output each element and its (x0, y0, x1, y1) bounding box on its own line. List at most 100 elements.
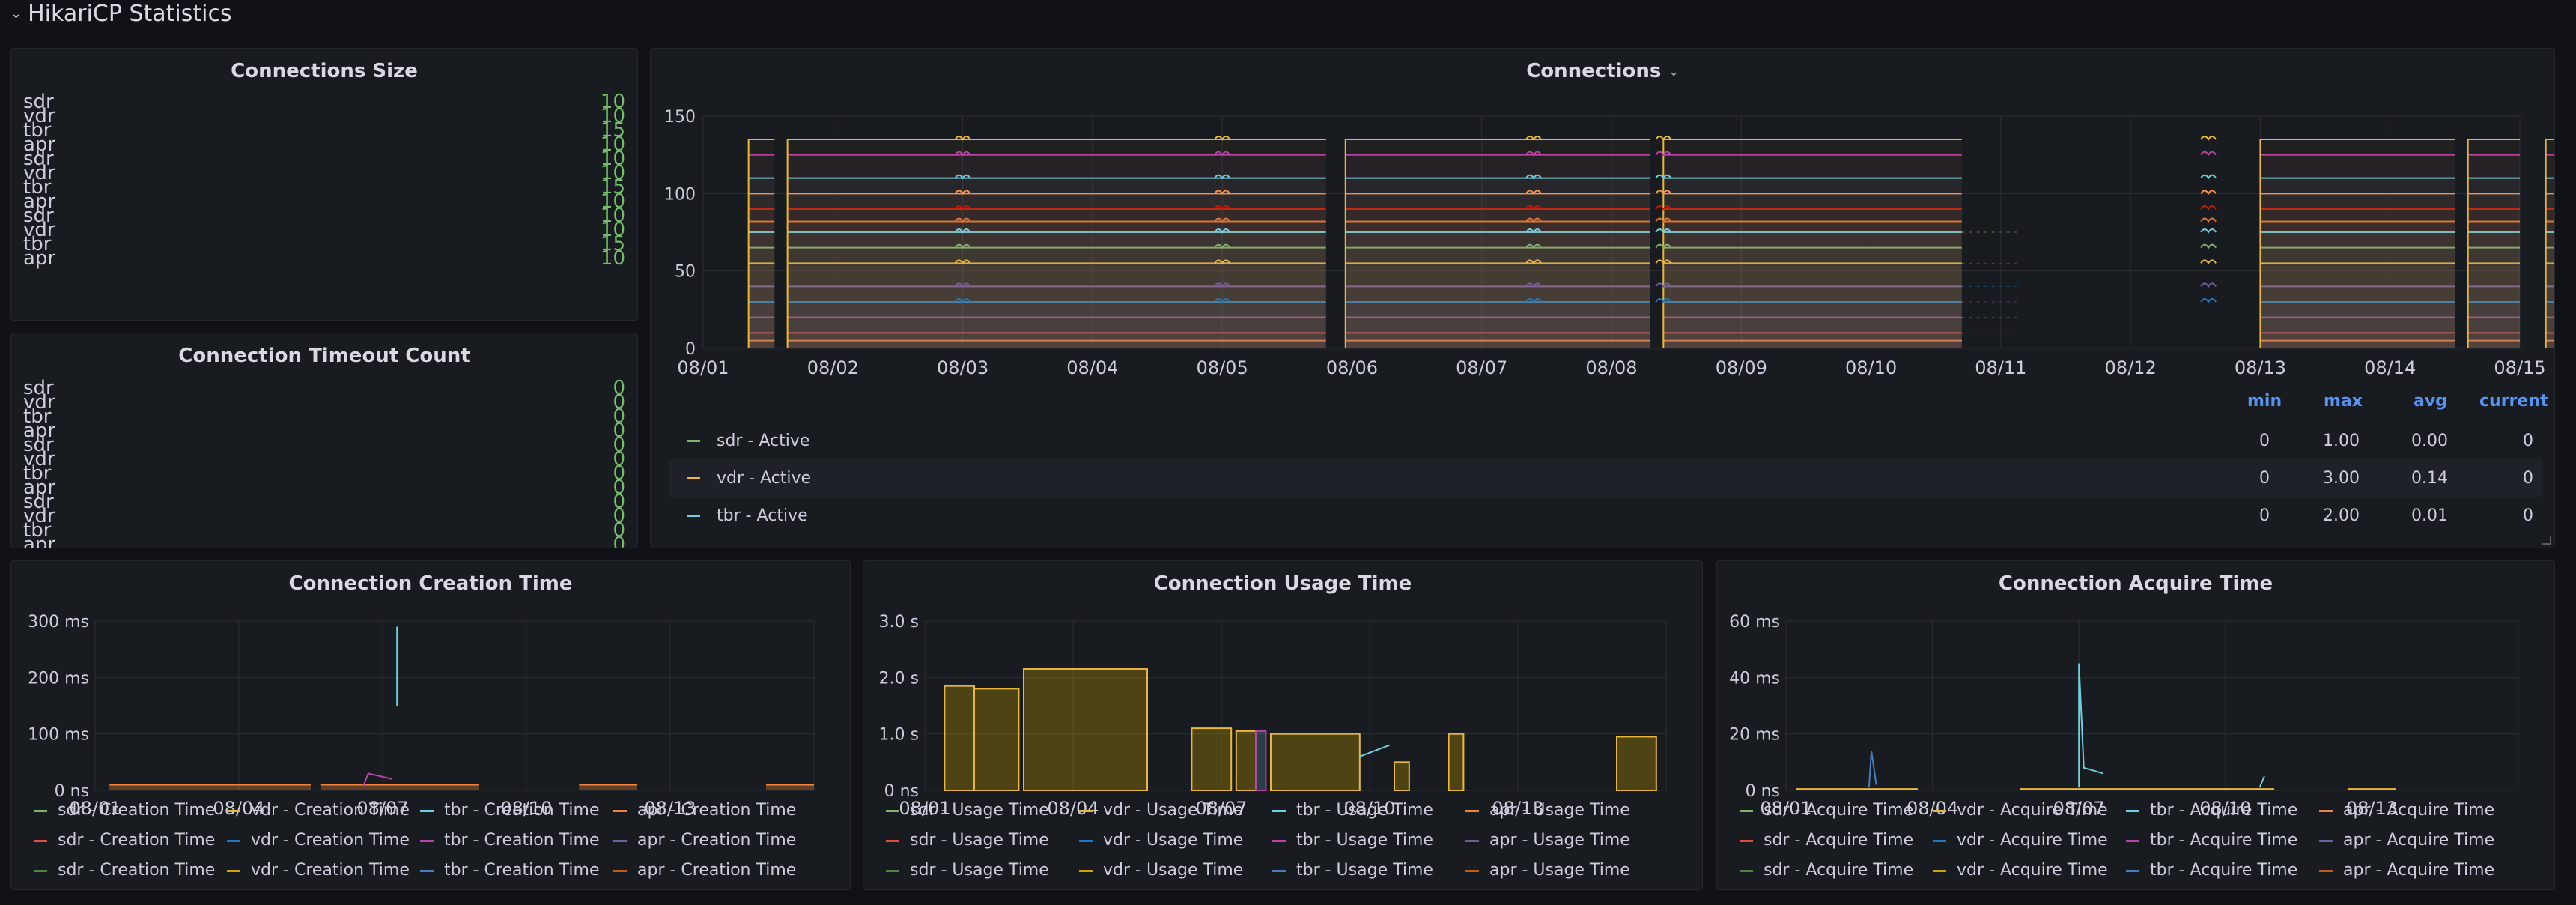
legend-item[interactable]: vdr - Usage Time (1079, 861, 1243, 880)
legend-item[interactable]: sdr - Acquire Time (1740, 861, 1913, 880)
legend-label[interactable]: vdr - Acquire Time (1957, 831, 2108, 850)
legend-swatch[interactable] (1933, 839, 1946, 842)
legend-label[interactable]: sdr - Usage Time (910, 831, 1049, 850)
legend-label[interactable]: tbr - Creation Time (444, 801, 600, 820)
legend-swatch[interactable] (1272, 809, 1286, 812)
legend-item[interactable]: tbr - Acquire Time (2126, 861, 2297, 880)
legend-item[interactable]: apr - Usage Time (1465, 831, 1630, 850)
legend-item[interactable]: apr - Creation Time (613, 831, 796, 850)
legend-item[interactable]: vdr - Usage Time (1079, 801, 1243, 820)
legend-label[interactable]: apr - Acquire Time (2343, 801, 2495, 820)
legend-row[interactable]: vdr - Active 0 3.00 0.14 0 (669, 459, 2542, 497)
legend-series-name[interactable]: sdr - Active (717, 431, 810, 450)
legend-swatch[interactable] (1079, 809, 1093, 812)
legend-label[interactable]: tbr - Usage Time (1296, 801, 1433, 820)
legend-label[interactable]: tbr - Acquire Time (2150, 861, 2298, 880)
legend-item[interactable]: sdr - Usage Time (886, 861, 1049, 880)
legend-label[interactable]: vdr - Creation Time (251, 831, 410, 850)
legend-label[interactable]: vdr - Creation Time (251, 861, 410, 880)
resize-handle[interactable] (2542, 536, 2551, 545)
legend-item[interactable]: sdr - Acquire Time (1740, 831, 1913, 850)
legend-label[interactable]: sdr - Acquire Time (1764, 801, 1914, 820)
legend-series-name[interactable]: vdr - Active (717, 468, 812, 488)
legend-header-current[interactable]: current (2479, 392, 2548, 411)
legend-label[interactable]: apr - Creation Time (637, 801, 797, 820)
legend-swatch[interactable] (227, 809, 240, 812)
legend-swatch[interactable] (687, 440, 700, 442)
legend-label[interactable]: vdr - Creation Time (251, 801, 410, 820)
legend-label[interactable]: sdr - Usage Time (910, 801, 1049, 820)
legend-label[interactable]: tbr - Acquire Time (2150, 831, 2298, 850)
legend-swatch[interactable] (1933, 809, 1946, 812)
legend-label[interactable]: apr - Usage Time (1489, 801, 1630, 820)
legend-item[interactable]: sdr - Usage Time (886, 801, 1049, 820)
legend-label[interactable]: vdr - Usage Time (1103, 801, 1244, 820)
legend-swatch[interactable] (34, 809, 47, 812)
legend-item[interactable]: apr - Creation Time (613, 801, 796, 820)
legend-swatch[interactable] (687, 477, 700, 479)
row-header[interactable]: ⌄ HikariCP Statistics (10, 0, 232, 27)
legend-item[interactable]: vdr - Creation Time (227, 831, 410, 850)
legend-swatch[interactable] (613, 839, 627, 842)
legend-swatch[interactable] (886, 839, 899, 842)
legend-item[interactable]: vdr - Acquire Time (1933, 831, 2108, 850)
legend-label[interactable]: apr - Acquire Time (2343, 861, 2495, 880)
legend-row[interactable]: tbr - Active 0 2.00 0.01 0 (669, 497, 2542, 534)
legend-item[interactable]: sdr - Acquire Time (1740, 801, 1913, 820)
legend-item[interactable]: sdr - Usage Time (886, 831, 1049, 850)
legend-swatch[interactable] (1740, 869, 1753, 872)
legend-swatch[interactable] (420, 839, 434, 842)
legend-item[interactable]: tbr - Acquire Time (2126, 831, 2297, 850)
legend-item[interactable]: tbr - Creation Time (420, 831, 599, 850)
legend-label[interactable]: apr - Usage Time (1489, 831, 1630, 850)
legend-label[interactable]: vdr - Acquire Time (1957, 861, 2108, 880)
legend-swatch[interactable] (886, 809, 899, 812)
legend-label[interactable]: sdr - Acquire Time (1764, 831, 1914, 850)
chevron-down-icon[interactable]: ⌄ (1668, 64, 1679, 79)
legend-swatch[interactable] (2319, 839, 2333, 842)
legend-label[interactable]: apr - Creation Time (637, 861, 797, 880)
legend-item[interactable]: sdr - Creation Time (34, 801, 215, 820)
legend-swatch[interactable] (2126, 839, 2139, 842)
legend-item[interactable]: apr - Acquire Time (2319, 831, 2494, 850)
legend-item[interactable]: tbr - Usage Time (1272, 861, 1433, 880)
legend-label[interactable]: vdr - Usage Time (1103, 831, 1244, 850)
legend-label[interactable]: sdr - Creation Time (58, 831, 216, 850)
legend-item[interactable]: tbr - Usage Time (1272, 831, 1433, 850)
legend-swatch[interactable] (1079, 869, 1093, 872)
legend-label[interactable]: sdr - Acquire Time (1764, 861, 1914, 880)
legend-series-name[interactable]: tbr - Active (717, 506, 808, 525)
legend-label[interactable]: sdr - Creation Time (58, 861, 216, 880)
legend-swatch[interactable] (1272, 869, 1286, 872)
legend-swatch[interactable] (2319, 869, 2333, 872)
legend-swatch[interactable] (2126, 869, 2139, 872)
legend-row[interactable]: sdr - Active 0 1.00 0.00 0 (669, 422, 2542, 459)
legend-item[interactable]: vdr - Creation Time (227, 801, 410, 820)
legend-header-min[interactable]: min (2247, 392, 2282, 411)
legend-item[interactable]: apr - Usage Time (1465, 861, 1630, 880)
legend-item[interactable]: apr - Usage Time (1465, 801, 1630, 820)
legend-swatch[interactable] (227, 839, 240, 842)
legend-swatch[interactable] (2126, 809, 2139, 812)
legend-label[interactable]: sdr - Usage Time (910, 861, 1049, 880)
legend-label[interactable]: apr - Creation Time (637, 831, 797, 850)
legend-swatch[interactable] (1465, 809, 1479, 812)
legend-swatch[interactable] (1933, 869, 1946, 872)
legend-swatch[interactable] (2319, 809, 2333, 812)
legend-item[interactable]: sdr - Creation Time (34, 861, 215, 880)
legend-header-max[interactable]: max (2324, 392, 2363, 411)
legend-label[interactable]: apr - Usage Time (1489, 861, 1630, 880)
legend-label[interactable]: vdr - Usage Time (1103, 861, 1244, 880)
legend-swatch[interactable] (1079, 839, 1093, 842)
legend-swatch[interactable] (1272, 839, 1286, 842)
legend-label[interactable]: sdr - Creation Time (58, 801, 216, 820)
legend-label[interactable]: tbr - Acquire Time (2150, 801, 2298, 820)
legend-item[interactable]: tbr - Usage Time (1272, 801, 1433, 820)
legend-header-avg[interactable]: avg (2414, 392, 2447, 411)
legend-label[interactable]: tbr - Creation Time (444, 831, 600, 850)
legend-swatch[interactable] (613, 869, 627, 872)
legend-swatch[interactable] (420, 809, 434, 812)
legend-item[interactable]: vdr - Usage Time (1079, 831, 1243, 850)
legend-swatch[interactable] (227, 869, 240, 872)
legend-swatch[interactable] (886, 869, 899, 872)
